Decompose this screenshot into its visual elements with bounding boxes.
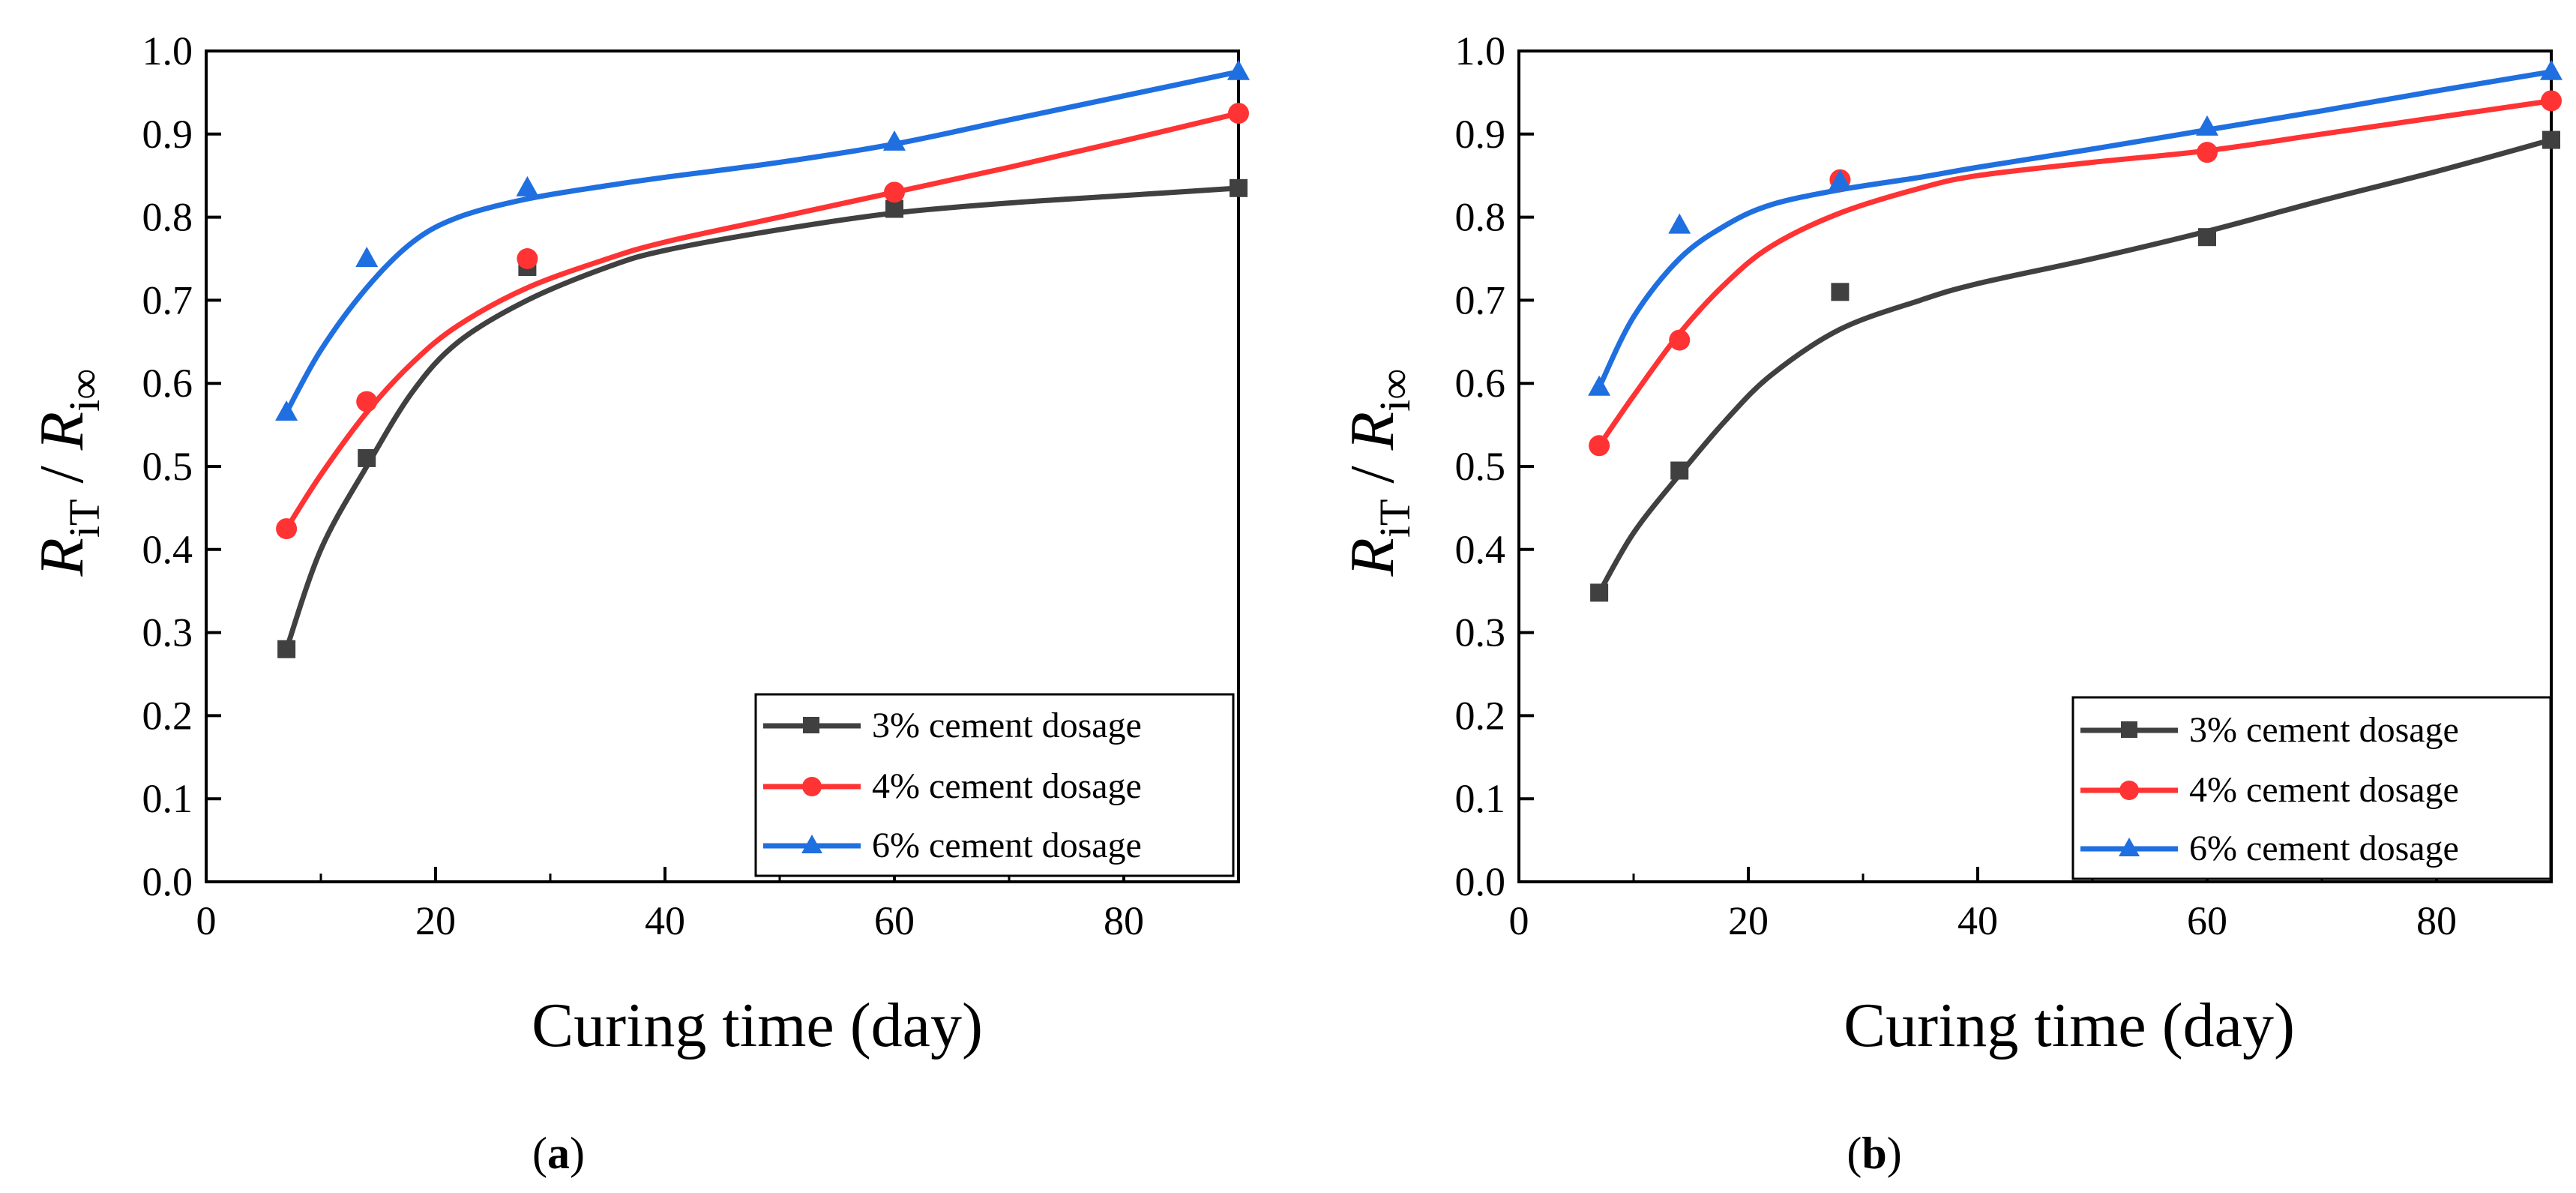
y-tick-label: 0.8: [1455, 195, 1506, 240]
y-tick-label: 0.1: [1455, 776, 1506, 821]
data-point-series-1: [276, 518, 298, 540]
x-tick-label: 20: [415, 898, 456, 943]
data-point-series-1: [1669, 329, 1691, 351]
y-tick-label: 0.6: [1455, 361, 1506, 406]
x-tick-label: 60: [874, 898, 915, 943]
legend: 3% cement dosage 4% cement dosage 6% cem…: [754, 693, 1235, 877]
legend: 3% cement dosage 4% cement dosage 6% cem…: [2071, 696, 2552, 880]
x-tick-label: 40: [1957, 898, 1998, 943]
data-point-series-2: [1829, 169, 1852, 190]
y-tick-label: 0.2: [1455, 693, 1506, 738]
y-tick-label: 0.1: [142, 776, 193, 821]
fit-curve-series-0: [283, 185, 1239, 650]
y-tick-label: 0.4: [1455, 527, 1506, 572]
x-tick-label: 80: [2416, 898, 2457, 943]
data-point-series-2: [1588, 375, 1611, 396]
panel-label: (a): [532, 1129, 585, 1178]
data-point-series-1: [1228, 103, 1249, 124]
y-tick-label: 0.6: [142, 361, 193, 406]
y-tick-label: 0.9: [142, 112, 193, 157]
data-point-series-2: [516, 175, 539, 196]
y-tick-label: 0.5: [142, 444, 193, 489]
legend-marker-4pct: [2119, 781, 2139, 800]
x-tick-label: 0: [196, 898, 217, 943]
panel-b: 0 20 40 60 80 0.0 0.1 0.2 0.3 0.4 0.5 0.6 0.7 0.8 0.9…: [1337, 28, 2563, 1178]
data-point-series-1: [2197, 142, 2218, 163]
fit-curve-series-0: [1597, 137, 2552, 595]
data-point-series-0: [1230, 178, 1248, 197]
y-tick-label: 1.0: [1455, 28, 1506, 73]
data-point-series-0: [358, 448, 376, 467]
y-tick-label: 0.3: [142, 610, 193, 655]
legend-label-6pct: 6% cement dosage: [2189, 829, 2459, 868]
data-point-series-1: [884, 181, 905, 203]
data-point-series-0: [277, 640, 296, 658]
data-point-series-2: [355, 247, 379, 267]
data-point-series-2: [275, 400, 298, 421]
y-tick-label: 0.7: [1455, 277, 1506, 322]
legend-label-3pct: 3% cement dosage: [872, 706, 1142, 745]
legend-marker-3pct: [803, 717, 819, 733]
legend-marker-4pct: [802, 777, 822, 796]
panel-a: 0 20 40 60 80 0.0 0.1 0.2 0.3 0.4 0.5 0.6 0.7 0.8 0.9…: [27, 28, 1250, 1178]
y-tick-label: 0.0: [1455, 859, 1506, 904]
data-point-series-2: [1227, 59, 1250, 80]
data-point-series-2: [1668, 213, 1691, 234]
x-tick-label: 40: [645, 898, 685, 943]
y-tick-label: 1.0: [142, 28, 193, 73]
legend-label-4pct: 4% cement dosage: [872, 766, 1142, 806]
panel-label: (b): [1847, 1129, 1901, 1178]
legend-marker-6pct: [801, 835, 822, 853]
data-point-series-0: [1590, 583, 1609, 602]
x-tick-label: 60: [2187, 898, 2227, 943]
data-point-series-2: [2196, 115, 2218, 136]
data-point-series-1: [2541, 90, 2562, 112]
data-point-series-1: [517, 248, 538, 269]
fit-curve-series-2: [1596, 69, 2552, 389]
legend-label-6pct: 6% cement dosage: [872, 826, 1142, 865]
x-tick-label: 0: [1509, 898, 1529, 943]
y-tick-label: 0.8: [142, 195, 193, 240]
y-axis-label: RiT / Ri∞: [1337, 369, 1419, 577]
legend-marker-6pct: [2119, 838, 2140, 856]
data-point-series-0: [2542, 130, 2560, 149]
legend-label-4pct: 4% cement dosage: [2189, 770, 2459, 810]
y-axis-label: RiT / Ri∞: [27, 369, 109, 577]
data-point-series-2: [2540, 59, 2563, 80]
data-point-series-1: [356, 391, 378, 412]
data-point-series-0: [1670, 461, 1689, 480]
y-tick-label: 0.9: [1455, 112, 1506, 157]
fit-curve-series-1: [1597, 98, 2552, 448]
y-tick-label: 0.3: [1455, 610, 1506, 655]
y-tick-label: 0.2: [142, 693, 193, 738]
legend-label-3pct: 3% cement dosage: [2189, 710, 2459, 750]
x-tick-label: 20: [1728, 898, 1769, 943]
x-tick-label: 80: [1104, 898, 1144, 943]
fit-curve-series-1: [284, 110, 1239, 530]
x-axis-label: Curing time (day): [1844, 991, 2295, 1060]
y-tick-label: 0.5: [1455, 444, 1506, 489]
fit-curve-series-2: [284, 69, 1239, 414]
y-tick-label: 0.4: [142, 527, 193, 572]
data-point-series-0: [1831, 283, 1850, 301]
legend-marker-3pct: [2121, 721, 2137, 738]
y-tick-label: 0.7: [142, 277, 193, 322]
data-point-series-0: [2198, 228, 2216, 247]
y-tick-label: 0.0: [142, 859, 193, 904]
x-axis-label: Curing time (day): [532, 991, 983, 1060]
data-point-series-2: [883, 130, 906, 151]
data-point-series-0: [885, 199, 903, 218]
data-point-series-1: [1589, 435, 1610, 457]
